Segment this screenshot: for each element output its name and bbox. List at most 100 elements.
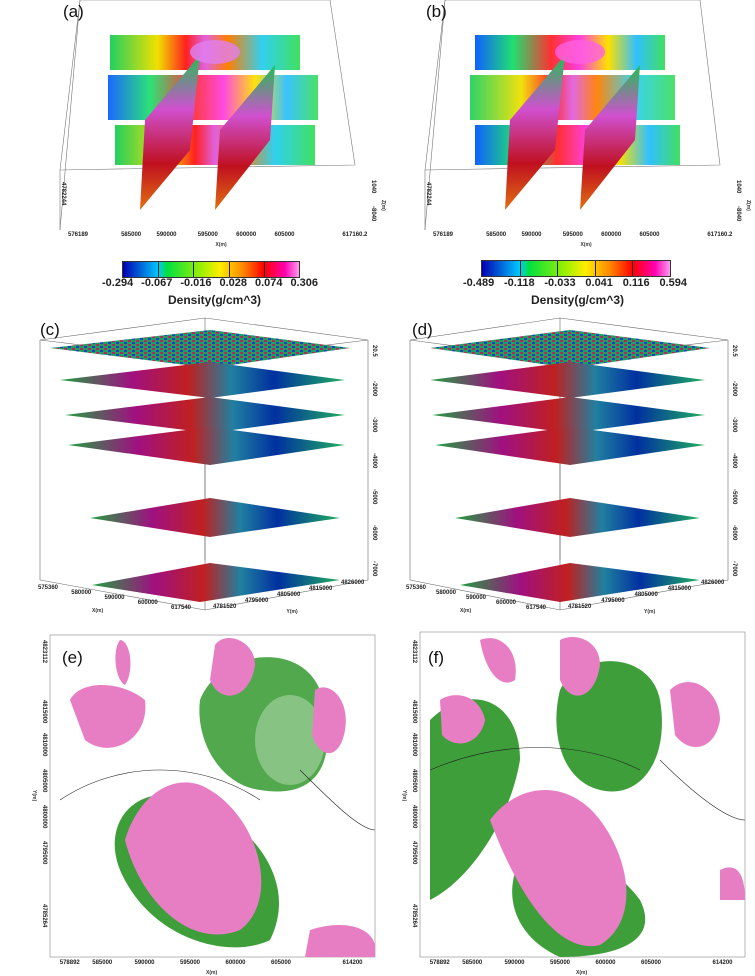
- colorbar-b-tick: -0.489: [463, 277, 495, 289]
- x-tick-label: 614200: [712, 960, 733, 966]
- y-axis-title: Y(m): [644, 609, 656, 615]
- y-tick-label: 4805000: [41, 769, 47, 793]
- colorbar-a-tick: -0.294: [102, 277, 134, 289]
- y-tick-label: 4826000: [701, 580, 725, 586]
- z-tick-label: -5000: [371, 489, 377, 505]
- panel-a-3d-box: [59, 0, 356, 231]
- colorbar-a-tick: -0.016: [180, 277, 212, 289]
- x-tick-label: 590000: [504, 960, 525, 966]
- x-tick-label: 585000: [486, 232, 507, 238]
- panel-b-label: (b): [426, 2, 447, 21]
- panel-f-label: (f): [428, 648, 445, 667]
- x-tick-label: 590000: [156, 232, 177, 238]
- colorbar-separator: [519, 261, 521, 276]
- x-tick-label: 590000: [466, 595, 487, 601]
- x-tick-label: 600000: [137, 600, 158, 606]
- panel-b-slices: [470, 35, 680, 210]
- x-tick-label: 605000: [639, 232, 660, 238]
- colorbar-a-tick: 0.028: [219, 277, 247, 289]
- panel-a-slices: [108, 35, 318, 210]
- x-tick-label: 617160.2: [707, 232, 733, 238]
- x-tick-label: 575360: [38, 585, 59, 591]
- x-tick-label: 600000: [595, 960, 616, 966]
- colorbar-a-title: Density(g/cm^3): [168, 293, 262, 307]
- x-tick-label: 614200: [342, 960, 363, 966]
- y-tick-label: 4805000: [277, 592, 301, 598]
- y-tick-label: 4785264: [41, 904, 47, 928]
- colorbar-separator: [228, 262, 230, 277]
- y-tick-label: 4815000: [667, 586, 692, 592]
- x-tick-label: 575360: [406, 585, 427, 591]
- x-tick-label: 617160.2: [342, 232, 368, 238]
- y-tick-label: 4823112: [41, 640, 47, 664]
- x-tick-label: 600000: [236, 232, 257, 238]
- colorbar-separator: [557, 261, 559, 276]
- z-tick-label: 20.5: [371, 345, 377, 357]
- y-tick-label: 4815000: [309, 586, 333, 592]
- x-tick-label: 590000: [521, 232, 542, 238]
- z-tick-label: -8040: [735, 206, 741, 222]
- x-tick-label: 600000: [225, 960, 246, 966]
- z-tick-label: -3000: [371, 417, 377, 433]
- x-axis-title: X(m): [92, 608, 104, 614]
- x-tick-label: 605000: [641, 960, 662, 966]
- panel-d-depth-slices: [430, 330, 710, 602]
- x-tick-label: 580000: [436, 590, 457, 596]
- y-axis-title: Y(m): [401, 790, 407, 802]
- y-tick-label: 4815000: [41, 700, 47, 724]
- panel-f-isosurfaces: [419, 631, 746, 958]
- x-tick-label: 580000: [71, 590, 92, 596]
- colorbar-b-ticks: -0.489 -0.118 -0.033 0.041 0.116 0.594: [463, 277, 687, 291]
- x-axis-title: X(m): [460, 608, 472, 614]
- x-tick-label: 590000: [134, 960, 155, 966]
- x-tick-label: 585000: [121, 232, 142, 238]
- x-axis-title: X(m): [206, 970, 218, 976]
- x-tick-label: 595000: [180, 960, 201, 966]
- z-tick-label: -6000: [371, 525, 377, 541]
- colorbar-a: [122, 261, 300, 278]
- colorbar-a-tick: 0.306: [290, 277, 318, 289]
- colorbar-b: [481, 260, 671, 277]
- y-tick-label: 4805000: [634, 592, 658, 598]
- z-tick-label: -5000: [731, 489, 737, 505]
- colorbar-a-ticks: -0.294 -0.067 -0.016 0.028 0.074 0.306: [102, 277, 318, 291]
- y-tick-label: 4795000: [411, 841, 417, 865]
- z-tick-label: 1040: [370, 180, 376, 194]
- colorbar-separator: [263, 262, 265, 277]
- x-tick-label: 585000: [92, 960, 113, 966]
- y-tick-label: 4795000: [245, 598, 269, 604]
- x-tick-label: 617540: [171, 605, 192, 611]
- panel-c-label: (c): [40, 320, 60, 339]
- z-tick-label: 20.5: [731, 345, 737, 357]
- x-tick-label: 576189: [433, 232, 454, 238]
- x-tick-label: 595000: [197, 232, 218, 238]
- x-tick-label: 590000: [104, 595, 125, 601]
- y-start-label: 4782244: [60, 182, 66, 206]
- panel-e-label: (e): [62, 648, 83, 667]
- x-tick-label: 605000: [274, 232, 295, 238]
- x-tick-label: 617540: [526, 605, 547, 611]
- x-tick-label: 585000: [462, 960, 483, 966]
- z-tick-label: -2000: [371, 381, 377, 397]
- y-axis-title: Y(m): [286, 609, 298, 615]
- y-tick-label: 4781520: [213, 604, 237, 610]
- x-tick-label: 576189: [68, 232, 89, 238]
- panel-e-isosurfaces: [49, 634, 376, 958]
- z-tick-label: -4000: [731, 453, 737, 469]
- z-tick-label: -2000: [731, 381, 737, 397]
- colorbar-b-tick: -0.118: [504, 277, 535, 289]
- colorbar-b-title: Density(g/cm^3): [531, 293, 625, 307]
- z-tick-label: -4000: [371, 453, 377, 469]
- x-tick-label: 595000: [562, 232, 583, 238]
- colorbar-separator: [594, 261, 596, 276]
- z-tick-label: -6000: [731, 525, 737, 541]
- y-tick-label: 4800000: [411, 805, 417, 829]
- y-tick-label: 4810000: [41, 733, 47, 757]
- y-tick-label: 4785264: [411, 904, 417, 928]
- y-tick-label: 4805000: [411, 769, 417, 793]
- colorbar-separator: [632, 261, 634, 276]
- z-tick-label: -7000: [371, 561, 377, 577]
- x-tick-label: 605000: [271, 960, 292, 966]
- y-tick-label: 4795000: [601, 598, 625, 604]
